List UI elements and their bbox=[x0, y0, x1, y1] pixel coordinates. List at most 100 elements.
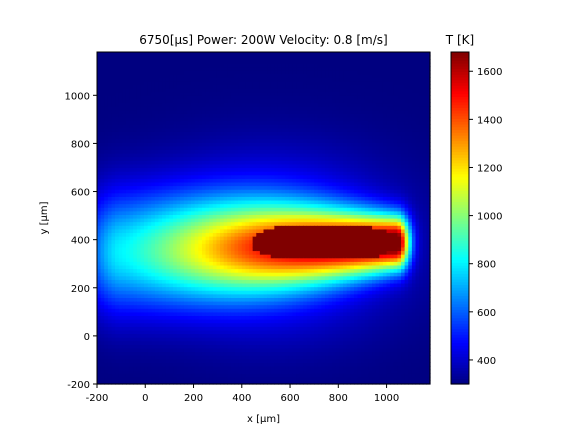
heatmap-cell bbox=[162, 222, 166, 226]
heatmap-cell bbox=[271, 308, 275, 312]
heatmap-cell bbox=[209, 200, 213, 204]
heatmap-cell bbox=[191, 279, 195, 283]
heatmap-cell bbox=[111, 204, 115, 208]
heatmap-cell bbox=[238, 222, 242, 226]
heatmap-cell bbox=[249, 240, 253, 244]
heatmap-cell bbox=[213, 124, 217, 128]
heatmap-cell bbox=[144, 200, 148, 204]
heatmap-cell bbox=[242, 175, 246, 179]
heatmap-cell bbox=[184, 84, 188, 88]
heatmap-cell bbox=[101, 225, 105, 229]
heatmap-cell bbox=[198, 95, 202, 99]
heatmap-cell bbox=[169, 124, 173, 128]
heatmap-cell bbox=[101, 77, 105, 81]
heatmap-cell bbox=[191, 240, 195, 244]
heatmap-cell bbox=[101, 204, 105, 208]
heatmap-cell bbox=[162, 74, 166, 78]
heatmap-cell bbox=[260, 355, 264, 359]
heatmap-cell bbox=[144, 305, 148, 309]
heatmap-cell bbox=[151, 207, 155, 211]
heatmap-cell bbox=[238, 139, 242, 143]
heatmap-cell bbox=[264, 139, 268, 143]
heatmap-cell bbox=[292, 333, 296, 337]
heatmap-cell bbox=[227, 312, 231, 316]
heatmap-cell bbox=[162, 84, 166, 88]
heatmap-cell bbox=[97, 269, 101, 273]
heatmap-cell bbox=[245, 59, 249, 63]
heatmap-cell bbox=[108, 204, 112, 208]
heatmap-cell bbox=[227, 323, 231, 327]
heatmap-cell bbox=[271, 142, 275, 146]
heatmap-cell bbox=[187, 153, 191, 157]
heatmap-cell bbox=[195, 142, 199, 146]
heatmap-cell bbox=[271, 225, 275, 229]
heatmap-cell bbox=[256, 189, 260, 193]
heatmap-cell bbox=[173, 95, 177, 99]
heatmap-cell bbox=[151, 261, 155, 265]
heatmap-cell bbox=[155, 52, 159, 56]
heatmap-cell bbox=[231, 218, 235, 222]
heatmap-cell bbox=[159, 276, 163, 280]
heatmap-cell bbox=[289, 171, 293, 175]
heatmap-cell bbox=[245, 308, 249, 312]
heatmap-cell bbox=[159, 121, 163, 125]
heatmap-cell bbox=[151, 66, 155, 70]
heatmap-cell bbox=[224, 330, 228, 334]
heatmap-cell bbox=[289, 315, 293, 319]
heatmap-cell bbox=[159, 250, 163, 254]
heatmap-cell bbox=[209, 95, 213, 99]
heatmap-cell bbox=[245, 74, 249, 78]
heatmap-cell bbox=[285, 193, 289, 197]
heatmap-cell bbox=[278, 232, 282, 236]
heatmap-cell bbox=[198, 218, 202, 222]
heatmap-cell bbox=[235, 128, 239, 132]
heatmap-cell bbox=[137, 117, 141, 121]
heatmap-cell bbox=[231, 250, 235, 254]
heatmap-cell bbox=[101, 149, 105, 153]
heatmap-cell bbox=[166, 66, 170, 70]
heatmap-cell bbox=[130, 193, 134, 197]
heatmap-cell bbox=[180, 243, 184, 247]
heatmap-cell bbox=[115, 52, 119, 56]
heatmap-cell bbox=[144, 254, 148, 258]
heatmap-cell bbox=[177, 222, 181, 226]
heatmap-cell bbox=[130, 157, 134, 161]
heatmap-cell bbox=[278, 333, 282, 337]
heatmap-cell bbox=[169, 362, 173, 366]
heatmap-cell bbox=[256, 218, 260, 222]
heatmap-cell bbox=[209, 355, 213, 359]
heatmap-cell bbox=[191, 164, 195, 168]
heatmap-cell bbox=[169, 95, 173, 99]
heatmap-cell bbox=[227, 56, 231, 60]
heatmap-cell bbox=[260, 359, 264, 363]
heatmap-cell bbox=[238, 124, 242, 128]
heatmap-cell bbox=[267, 232, 271, 236]
heatmap-cell bbox=[198, 167, 202, 171]
heatmap-cell bbox=[209, 370, 213, 374]
heatmap-cell bbox=[155, 200, 159, 204]
heatmap-cell bbox=[231, 63, 235, 67]
heatmap-cell bbox=[289, 269, 293, 273]
heatmap-cell bbox=[191, 99, 195, 103]
heatmap-cell bbox=[253, 333, 257, 337]
heatmap-cell bbox=[144, 366, 148, 370]
heatmap-cell bbox=[260, 319, 264, 323]
heatmap-cell bbox=[122, 214, 126, 218]
heatmap-cell bbox=[104, 294, 108, 298]
heatmap-cell bbox=[162, 95, 166, 99]
heatmap-cell bbox=[159, 254, 163, 258]
heatmap-cell bbox=[184, 214, 188, 218]
heatmap-cell bbox=[162, 193, 166, 197]
heatmap-cell bbox=[180, 279, 184, 283]
heatmap-cell bbox=[97, 182, 101, 186]
heatmap-cell bbox=[282, 337, 286, 341]
heatmap-cell bbox=[162, 315, 166, 319]
heatmap-cell bbox=[173, 362, 177, 366]
heatmap-cell bbox=[238, 182, 242, 186]
heatmap-cell bbox=[235, 250, 239, 254]
heatmap-cell bbox=[249, 84, 253, 88]
heatmap-cell bbox=[191, 348, 195, 352]
heatmap-cell bbox=[104, 74, 108, 78]
heatmap-cell bbox=[108, 279, 112, 283]
heatmap-cell bbox=[122, 294, 126, 298]
